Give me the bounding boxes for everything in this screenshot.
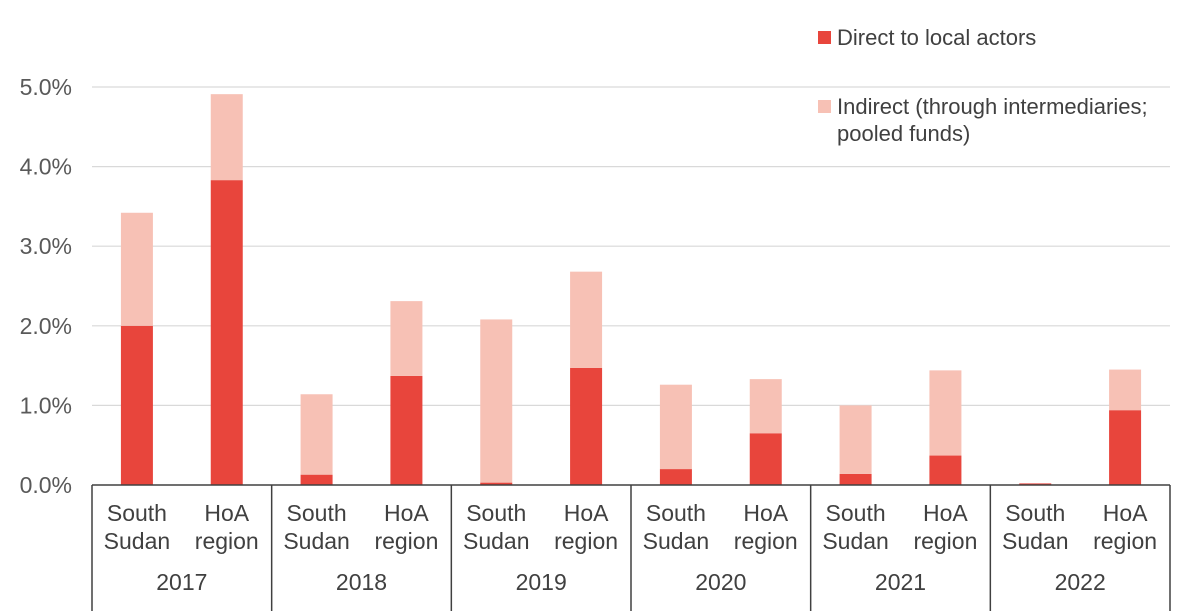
x-year-label: 2022 <box>1055 569 1106 595</box>
x-category-label: Sudan <box>283 528 350 554</box>
x-category-label: HoA <box>384 500 429 526</box>
bar-segment-direct <box>1019 483 1052 485</box>
y-tick-label: 4.0% <box>20 154 72 180</box>
x-category-label: South <box>466 500 526 526</box>
bar-segment-indirect <box>480 319 513 483</box>
legend: Direct to local actors Indirect (through … <box>818 25 1148 146</box>
legend-item-indirect: Indirect (through intermediaries;pooled … <box>818 94 1148 146</box>
x-category-label: HoA <box>204 500 249 526</box>
y-tick-label: 0.0% <box>20 472 72 498</box>
x-category-label: region <box>913 528 977 554</box>
bar-segment-direct <box>839 473 872 485</box>
x-category-label: Sudan <box>643 528 710 554</box>
bar-segment-direct <box>659 469 692 485</box>
bar-segment-indirect <box>659 384 692 470</box>
bar-segment-direct <box>300 474 333 485</box>
x-category-label: South <box>826 500 886 526</box>
x-year-label: 2018 <box>336 569 387 595</box>
x-year-label: 2020 <box>695 569 746 595</box>
x-year-label: 2019 <box>516 569 567 595</box>
bar-segment-indirect <box>1109 369 1142 411</box>
x-category-label: Sudan <box>463 528 530 554</box>
bar-segment-direct <box>749 433 782 485</box>
x-category-label: region <box>734 528 798 554</box>
x-category-label: region <box>554 528 618 554</box>
x-category-label: region <box>374 528 438 554</box>
bar-segment-indirect <box>839 405 872 474</box>
bar-segment-direct <box>390 375 423 485</box>
bar-segment-direct <box>120 325 153 485</box>
x-category-label: region <box>195 528 259 554</box>
x-category-label: region <box>1093 528 1157 554</box>
legend-label: pooled funds) <box>837 121 970 146</box>
x-year-label: 2017 <box>156 569 207 595</box>
x-category-label: HoA <box>923 500 968 526</box>
bar-segment-direct <box>210 180 243 485</box>
y-tick-label: 5.0% <box>20 74 72 100</box>
legend-swatch <box>818 31 831 44</box>
bar-segment-indirect <box>570 271 603 368</box>
bar-segment-direct <box>929 455 962 485</box>
x-category-label: HoA <box>1103 500 1148 526</box>
x-category-label: South <box>287 500 347 526</box>
bar-segment-indirect <box>120 212 153 326</box>
bar-segment-indirect <box>210 94 243 181</box>
bar-segment-direct <box>1109 410 1142 485</box>
x-category-label: HoA <box>743 500 788 526</box>
x-year-label: 2021 <box>875 569 926 595</box>
bar-segment-indirect <box>749 379 782 434</box>
bars <box>120 94 1142 485</box>
y-axis-tick-labels: 0.0% 1.0% 2.0% 3.0% 4.0% 5.0% <box>20 74 72 498</box>
x-category-label: HoA <box>564 500 609 526</box>
legend-item-direct: Direct to local actors <box>818 25 1036 50</box>
bar-segment-direct <box>570 367 603 485</box>
bar-segment-indirect <box>300 394 333 475</box>
legend-swatch <box>818 100 831 113</box>
x-category-label: South <box>107 500 167 526</box>
bar-segment-indirect <box>929 370 962 456</box>
bar-segment-direct <box>480 482 513 485</box>
x-category-label: Sudan <box>104 528 171 554</box>
y-tick-label: 3.0% <box>20 233 72 259</box>
x-category-label: South <box>1005 500 1065 526</box>
y-tick-label: 2.0% <box>20 313 72 339</box>
gridlines <box>92 86 1170 406</box>
x-category-label: Sudan <box>822 528 889 554</box>
x-category-label: Sudan <box>1002 528 1069 554</box>
x-axis-category-labels: SouthSudanHoAregion2017SouthSudanHoAregi… <box>104 500 1157 595</box>
x-axis <box>91 484 1171 611</box>
y-tick-label: 1.0% <box>20 392 72 418</box>
legend-label: Indirect (through intermediaries; <box>837 94 1148 119</box>
x-category-label: South <box>646 500 706 526</box>
bar-segment-indirect <box>390 301 423 376</box>
legend-label: Direct to local actors <box>837 25 1036 50</box>
